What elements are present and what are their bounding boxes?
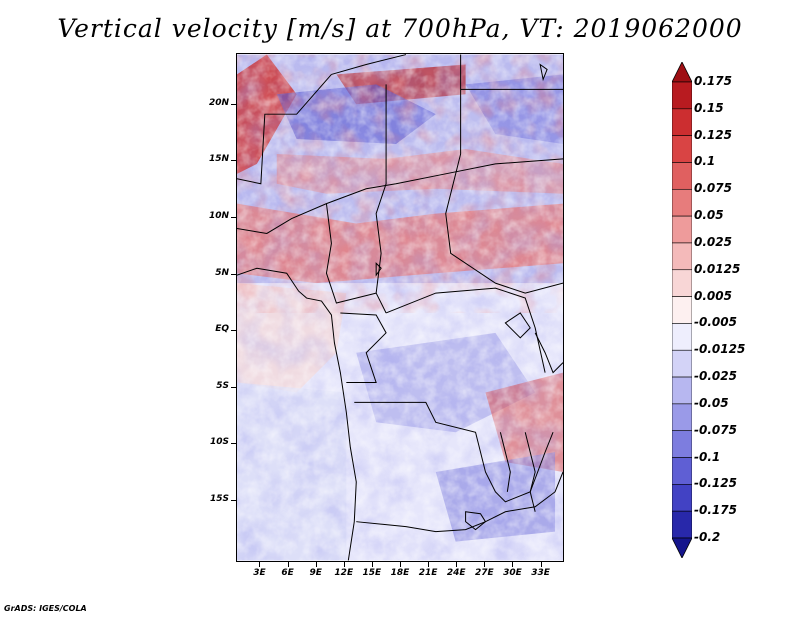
vertical-velocity-map	[236, 53, 564, 562]
colorbar-label: 0.175	[694, 74, 732, 88]
colorbar-label: -0.1	[694, 449, 721, 464]
colorbar-label: -0.005	[694, 315, 737, 330]
colorbar-label: -0.0125	[694, 342, 746, 357]
colorbar-label: 0.05	[694, 208, 724, 223]
country-borders	[237, 54, 563, 561]
colorbar-swatch	[672, 135, 692, 163]
lat-tick	[231, 217, 236, 218]
lat-tick	[231, 443, 236, 445]
colorbar-swatch	[672, 349, 692, 378]
lat-tick	[231, 499, 236, 501]
colorbar-label: 0.025	[694, 234, 732, 249]
lon-tick	[484, 562, 486, 567]
colorbar-label: -0.05	[694, 395, 729, 410]
lon-label: 27E	[474, 568, 494, 578]
lon-label: 15E	[362, 568, 382, 578]
lon-label: 18E	[390, 568, 410, 578]
lon-tick	[456, 562, 458, 567]
lon-tick	[287, 562, 289, 567]
colorbar-swatch	[672, 81, 692, 110]
colorbar-swatch	[672, 323, 692, 351]
lon-tick	[512, 562, 514, 567]
lon-label: 33E	[531, 568, 550, 578]
lat-label: 5N	[215, 267, 229, 278]
lon-tick	[428, 562, 430, 567]
lat-label: 10S	[209, 437, 229, 448]
lon-tick	[400, 562, 401, 567]
lon-label: 6E	[281, 568, 294, 578]
colorbar-label: 0.15	[694, 100, 724, 115]
lon-tick	[343, 562, 345, 567]
colorbar-swatch	[672, 376, 692, 405]
colorbar-label: 0.1	[694, 154, 716, 169]
colorbar-label: -0.075	[694, 422, 737, 437]
lat-label: 15S	[209, 493, 229, 504]
colorbar-label: -0.2	[694, 530, 721, 544]
lat-label: EQ	[215, 324, 229, 335]
colorbar-swatch	[672, 457, 692, 485]
colorbar-swatch	[672, 403, 692, 432]
colorbar-min-arrow	[672, 537, 692, 558]
colorbar-swatch	[672, 269, 692, 297]
colorbar	[672, 62, 692, 558]
colorbar-label: -0.025	[694, 369, 737, 384]
lat-tick	[231, 103, 236, 105]
lat-tick	[231, 273, 236, 275]
lat-label: 10N	[208, 211, 229, 221]
colorbar-swatch	[672, 215, 692, 244]
colorbar-swatch	[672, 188, 692, 217]
lat-tick	[231, 386, 236, 388]
lon-label: 30E	[503, 568, 522, 578]
lon-label: 21E	[418, 568, 438, 578]
lon-tick	[371, 562, 373, 567]
lon-tick	[259, 562, 261, 567]
lat-label: 5S	[216, 380, 229, 391]
colorbar-label: 0.075	[694, 181, 732, 196]
colorbar-swatch	[672, 510, 692, 539]
lon-label: 12E	[334, 568, 354, 578]
chart-title: Vertical velocity [m/s] at 700hPa, VT: 2…	[57, 14, 743, 43]
colorbar-max-arrow	[672, 62, 692, 83]
colorbar-swatch	[672, 484, 692, 512]
colorbar-swatch	[672, 430, 692, 458]
colorbar-label: 0.005	[694, 288, 732, 303]
lon-label: 3E	[253, 568, 266, 578]
colorbar-label: 0.0125	[694, 261, 741, 276]
lon-tick	[315, 562, 317, 567]
colorbar-swatch	[672, 162, 692, 190]
lon-tick	[540, 562, 542, 567]
colorbar-label: -0.175	[694, 503, 737, 518]
lat-label: 20N	[208, 97, 229, 108]
lat-tick	[231, 330, 236, 332]
colorbar-swatch	[672, 242, 692, 271]
lon-label: 24E	[446, 568, 466, 578]
colorbar-swatch	[672, 296, 692, 324]
lat-tick	[231, 160, 236, 162]
colorbar-label: -0.125	[694, 476, 737, 491]
lat-label: 15N	[208, 154, 229, 165]
lon-label: 9E	[309, 568, 322, 578]
colorbar-swatch	[672, 108, 692, 136]
footer-credit: GrADS: IGES/COLA	[4, 604, 87, 613]
colorbar-label: 0.125	[694, 127, 732, 142]
